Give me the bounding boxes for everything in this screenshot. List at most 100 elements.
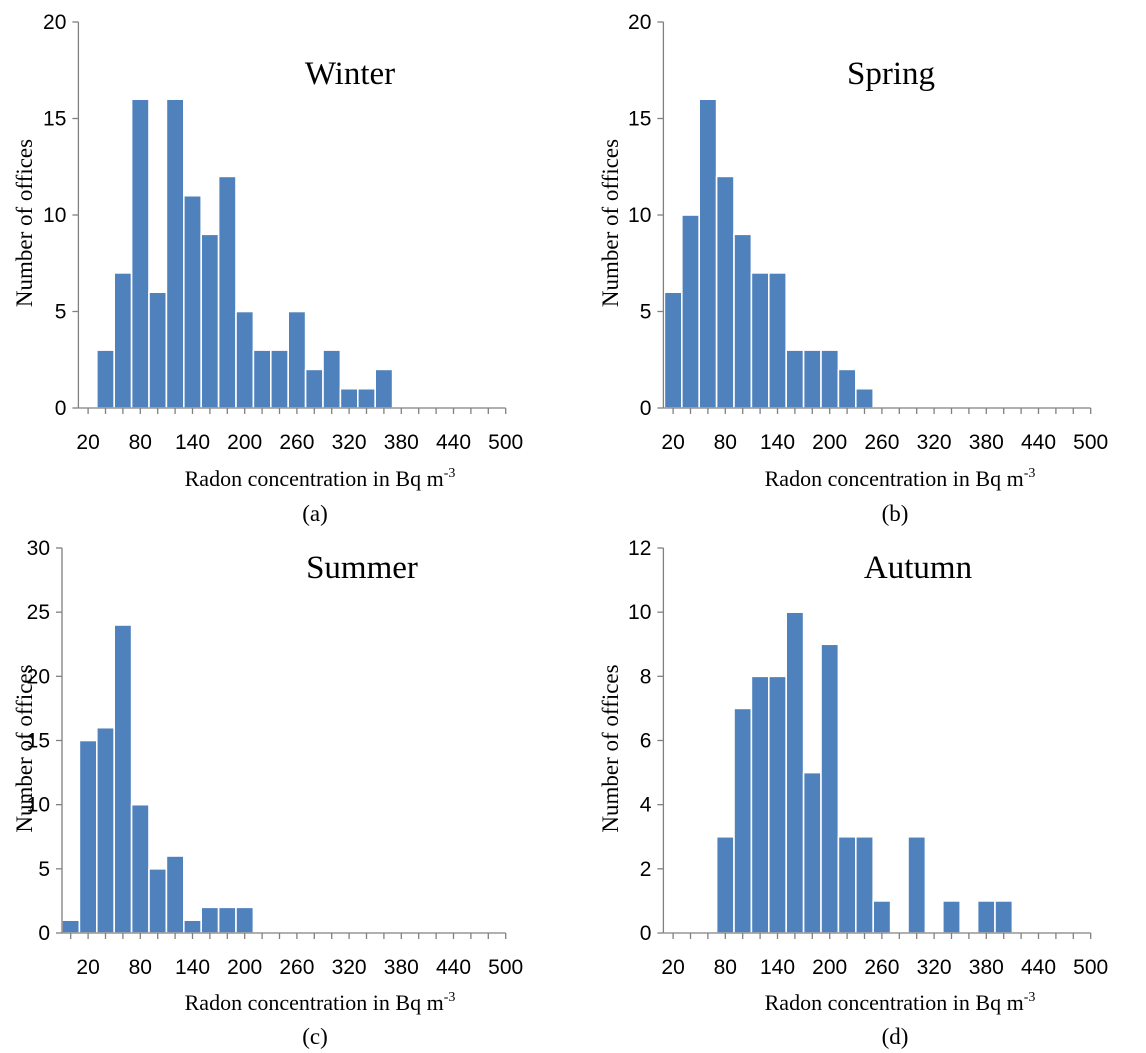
y-tick-label: 15 bbox=[628, 108, 651, 131]
x-tick-label: 80 bbox=[129, 956, 152, 979]
x-tick-label: 200 bbox=[227, 956, 262, 979]
y-tick-label: 15 bbox=[27, 730, 50, 753]
bar-320 bbox=[339, 387, 359, 409]
bar-0 bbox=[61, 919, 81, 934]
bar-100 bbox=[733, 233, 753, 409]
chart-panel-winter: 0 5 10 15 20 20 80 140 200 260 320 380 440 500 Winter N… bbox=[12, 11, 523, 526]
x-tick-label: 440 bbox=[436, 956, 471, 979]
y-tick-label: 2 bbox=[640, 858, 652, 881]
bar-180 bbox=[217, 906, 237, 934]
y-tick-label: 15 bbox=[43, 108, 66, 131]
bar-160 bbox=[785, 611, 805, 934]
y-tick-label: 30 bbox=[27, 537, 50, 560]
bar-80 bbox=[130, 98, 150, 409]
panel-label: (d) bbox=[882, 1024, 909, 1049]
bar-180 bbox=[802, 771, 822, 934]
y-tick-label: 12 bbox=[628, 537, 651, 560]
bar-160 bbox=[200, 233, 220, 409]
bar-280 bbox=[304, 368, 324, 409]
bar-20 bbox=[78, 739, 98, 934]
bar-40 bbox=[680, 214, 700, 409]
bar-240 bbox=[854, 387, 874, 409]
bar-200 bbox=[820, 349, 840, 409]
x-tick-label: 260 bbox=[864, 431, 899, 454]
x-tick-label: 500 bbox=[1073, 956, 1108, 979]
panel-label: (b) bbox=[882, 501, 909, 526]
y-tick-label: 5 bbox=[38, 858, 50, 881]
y-tick-label: 25 bbox=[27, 601, 50, 624]
x-tick-label: 80 bbox=[714, 431, 737, 454]
chart-title: Winter bbox=[305, 56, 395, 92]
x-tick-label: 80 bbox=[714, 956, 737, 979]
bar-100 bbox=[733, 707, 753, 934]
x-tick-label: 320 bbox=[332, 956, 367, 979]
bar-20 bbox=[663, 291, 683, 409]
x-tick-label: 380 bbox=[969, 956, 1004, 979]
bar-120 bbox=[750, 272, 770, 409]
bar-260 bbox=[872, 900, 892, 934]
y-tick-label: 8 bbox=[640, 665, 652, 688]
x-tick-label: 140 bbox=[760, 431, 795, 454]
x-tick-label: 20 bbox=[76, 956, 99, 979]
y-axis-title: Number of offices bbox=[12, 139, 37, 307]
bar-300 bbox=[322, 349, 342, 409]
x-axis-title: Radon concentration in Bq m-3 bbox=[765, 990, 1036, 1015]
bar-220 bbox=[252, 349, 272, 409]
x-tick-label: 20 bbox=[76, 431, 99, 454]
bar-400 bbox=[994, 900, 1014, 934]
bar-200 bbox=[235, 310, 255, 409]
bar-140 bbox=[767, 272, 787, 409]
chart-title: Autumn bbox=[864, 550, 972, 586]
bar-160 bbox=[785, 349, 805, 409]
x-tick-label: 260 bbox=[279, 956, 314, 979]
y-tick-label: 0 bbox=[640, 922, 652, 945]
y-tick-label: 5 bbox=[55, 301, 67, 324]
bar-60 bbox=[113, 272, 133, 409]
y-tick-label: 0 bbox=[55, 397, 67, 420]
y-tick-label: 10 bbox=[27, 794, 50, 817]
bar-100 bbox=[148, 291, 168, 409]
bar-140 bbox=[183, 194, 203, 409]
y-tick-label: 10 bbox=[43, 204, 66, 227]
bar-100 bbox=[148, 868, 168, 934]
y-tick-label: 0 bbox=[38, 922, 50, 945]
x-tick-label: 320 bbox=[917, 431, 952, 454]
y-axis-title: Number of offices bbox=[598, 664, 623, 832]
x-axis-title: Radon concentration in Bq m-3 bbox=[765, 466, 1036, 491]
bar-60 bbox=[698, 98, 718, 409]
bar-40 bbox=[96, 726, 116, 934]
chart-panel-spring: 0 5 10 15 20 20 80 140 200 260 320 380 440 500 Spring N… bbox=[598, 11, 1108, 526]
bar-80 bbox=[715, 835, 735, 934]
x-tick-label: 500 bbox=[488, 431, 523, 454]
bar-80 bbox=[715, 175, 735, 409]
bar-120 bbox=[165, 855, 185, 934]
x-tick-label: 380 bbox=[384, 431, 419, 454]
bar-240 bbox=[854, 835, 874, 934]
bar-160 bbox=[200, 906, 220, 934]
chart-panel-summer: 0 5 10 15 20 25 30 20 80 140 200 260 320 380 440 500 Sum… bbox=[12, 537, 523, 1049]
x-axis-title: Radon concentration in Bq m-3 bbox=[185, 466, 456, 491]
y-axis-title: Number of offices bbox=[598, 139, 623, 307]
x-tick-label: 440 bbox=[1021, 956, 1056, 979]
x-tick-label: 440 bbox=[1021, 431, 1056, 454]
x-tick-label: 380 bbox=[384, 956, 419, 979]
x-tick-label: 320 bbox=[917, 956, 952, 979]
x-tick-label: 140 bbox=[760, 956, 795, 979]
y-tick-label: 4 bbox=[640, 794, 652, 817]
bar-120 bbox=[750, 675, 770, 934]
x-tick-label: 380 bbox=[969, 431, 1004, 454]
x-tick-label: 440 bbox=[436, 431, 471, 454]
bar-200 bbox=[820, 643, 840, 934]
bar-340 bbox=[941, 900, 961, 934]
y-tick-label: 10 bbox=[628, 204, 651, 227]
x-tick-label: 260 bbox=[864, 956, 899, 979]
x-tick-label: 20 bbox=[661, 956, 684, 979]
y-tick-label: 20 bbox=[43, 11, 66, 34]
bar-360 bbox=[374, 368, 394, 409]
x-tick-label: 200 bbox=[812, 956, 847, 979]
bar-80 bbox=[130, 803, 150, 934]
chart-panel-autumn: 0 2 4 6 8 10 12 20 80 140 200 260 320 380 440 500 Autumn… bbox=[598, 537, 1108, 1049]
bar-240 bbox=[269, 349, 289, 409]
bar-60 bbox=[113, 624, 133, 934]
x-tick-label: 140 bbox=[175, 956, 210, 979]
